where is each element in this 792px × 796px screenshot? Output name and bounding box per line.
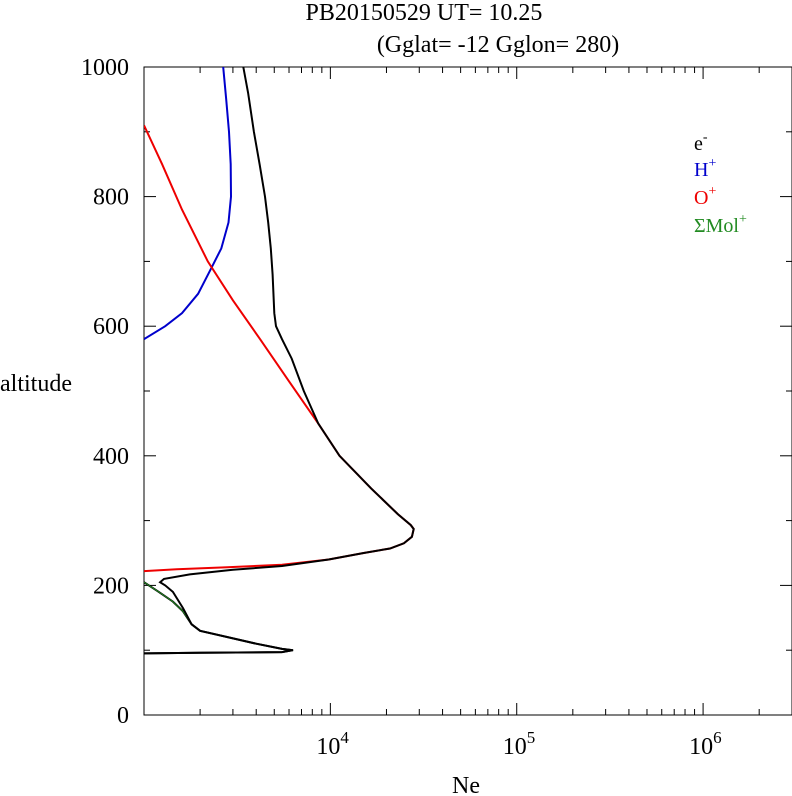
y-axis-ticks: 0 200 400 600 800 1000 xyxy=(81,55,792,729)
y-tick-label: 0 xyxy=(117,703,129,729)
legend: e-H+ O+ ΣMol+ xyxy=(694,130,747,237)
series-line-e- xyxy=(144,67,415,655)
chart-title: PB20150529 UT= 10.25 xyxy=(306,0,543,26)
y-tick-label: 400 xyxy=(93,444,129,470)
x-tick-label: 106 xyxy=(689,728,722,760)
minor-ticks xyxy=(144,67,792,715)
chart-subtitle: (Gglat= -12 Gglon= 280) xyxy=(377,32,619,58)
y-tick-label: 800 xyxy=(93,185,129,211)
y-tick-label: 600 xyxy=(93,314,129,340)
x-tick-label: 104 xyxy=(316,728,349,760)
series-line-o- xyxy=(144,124,415,573)
series-line--mol- xyxy=(144,581,294,655)
legend-entry: e- xyxy=(694,130,708,155)
x-axis-ticks: 104 105 106 xyxy=(316,67,722,760)
legend-entry: ΣMol+ xyxy=(694,212,747,237)
y-axis-label: altitude xyxy=(0,371,72,397)
y-tick-label: 1000 xyxy=(81,55,129,81)
legend-entry: H+ xyxy=(694,156,716,181)
chart-title-group: PB20150529 UT= 10.25 (Gglat= -12 Gglon= … xyxy=(306,0,620,58)
legend-entry: O+ xyxy=(694,184,716,209)
x-tick-label: 105 xyxy=(503,728,536,760)
y-tick-label: 200 xyxy=(93,573,129,599)
series-line-h- xyxy=(144,67,233,341)
series-line-overlay xyxy=(144,581,294,654)
series-lines xyxy=(144,67,415,655)
x-axis-label: Ne xyxy=(452,773,480,796)
